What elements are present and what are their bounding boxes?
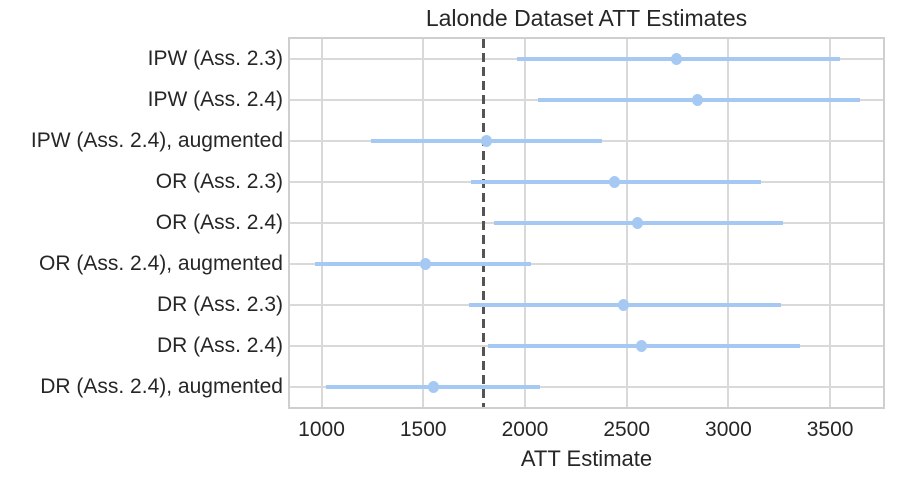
y-category-label: OR (Ass. 2.4), augmented [39,251,283,275]
gridline-horizontal [290,385,883,388]
point-estimate [427,380,439,393]
x-tick-label: 1500 [399,418,447,441]
y-category-label: IPW (Ass. 2.3) [147,47,283,71]
y-category-label: DR (Ass. 2.4) [156,333,283,357]
y-category-label: IPW (Ass. 2.4) [147,88,283,112]
y-category-label: IPW (Ass. 2.4), augmented [30,129,283,153]
gridline-horizontal [290,262,883,265]
point-estimate [692,94,704,107]
point-estimate [636,339,648,352]
x-tick-label: 2500 [603,418,651,441]
point-estimate [671,53,683,66]
x-tick-label: 3500 [806,418,854,441]
y-category-label: OR (Ass. 2.4) [155,211,283,234]
x-tick-label: 1000 [298,418,345,441]
point-estimate [608,176,620,189]
y-category-label: OR (Ass. 2.3) [155,170,283,194]
reference-line [481,39,485,407]
y-category-label: DR (Ass. 2.3) [156,292,283,316]
x-tick-label: 3000 [705,418,752,441]
y-category-label: DR (Ass. 2.4), augmented [40,374,283,398]
point-estimate [632,217,644,229]
chart-title: Lalonde Dataset ATT Estimates [425,5,748,31]
x-axis-title: ATT Estimate [520,446,653,471]
plot-area [288,37,885,409]
point-estimate [419,257,431,270]
point-estimate [618,298,630,311]
x-tick-label: 2000 [501,418,549,441]
point-estimate [480,135,492,148]
